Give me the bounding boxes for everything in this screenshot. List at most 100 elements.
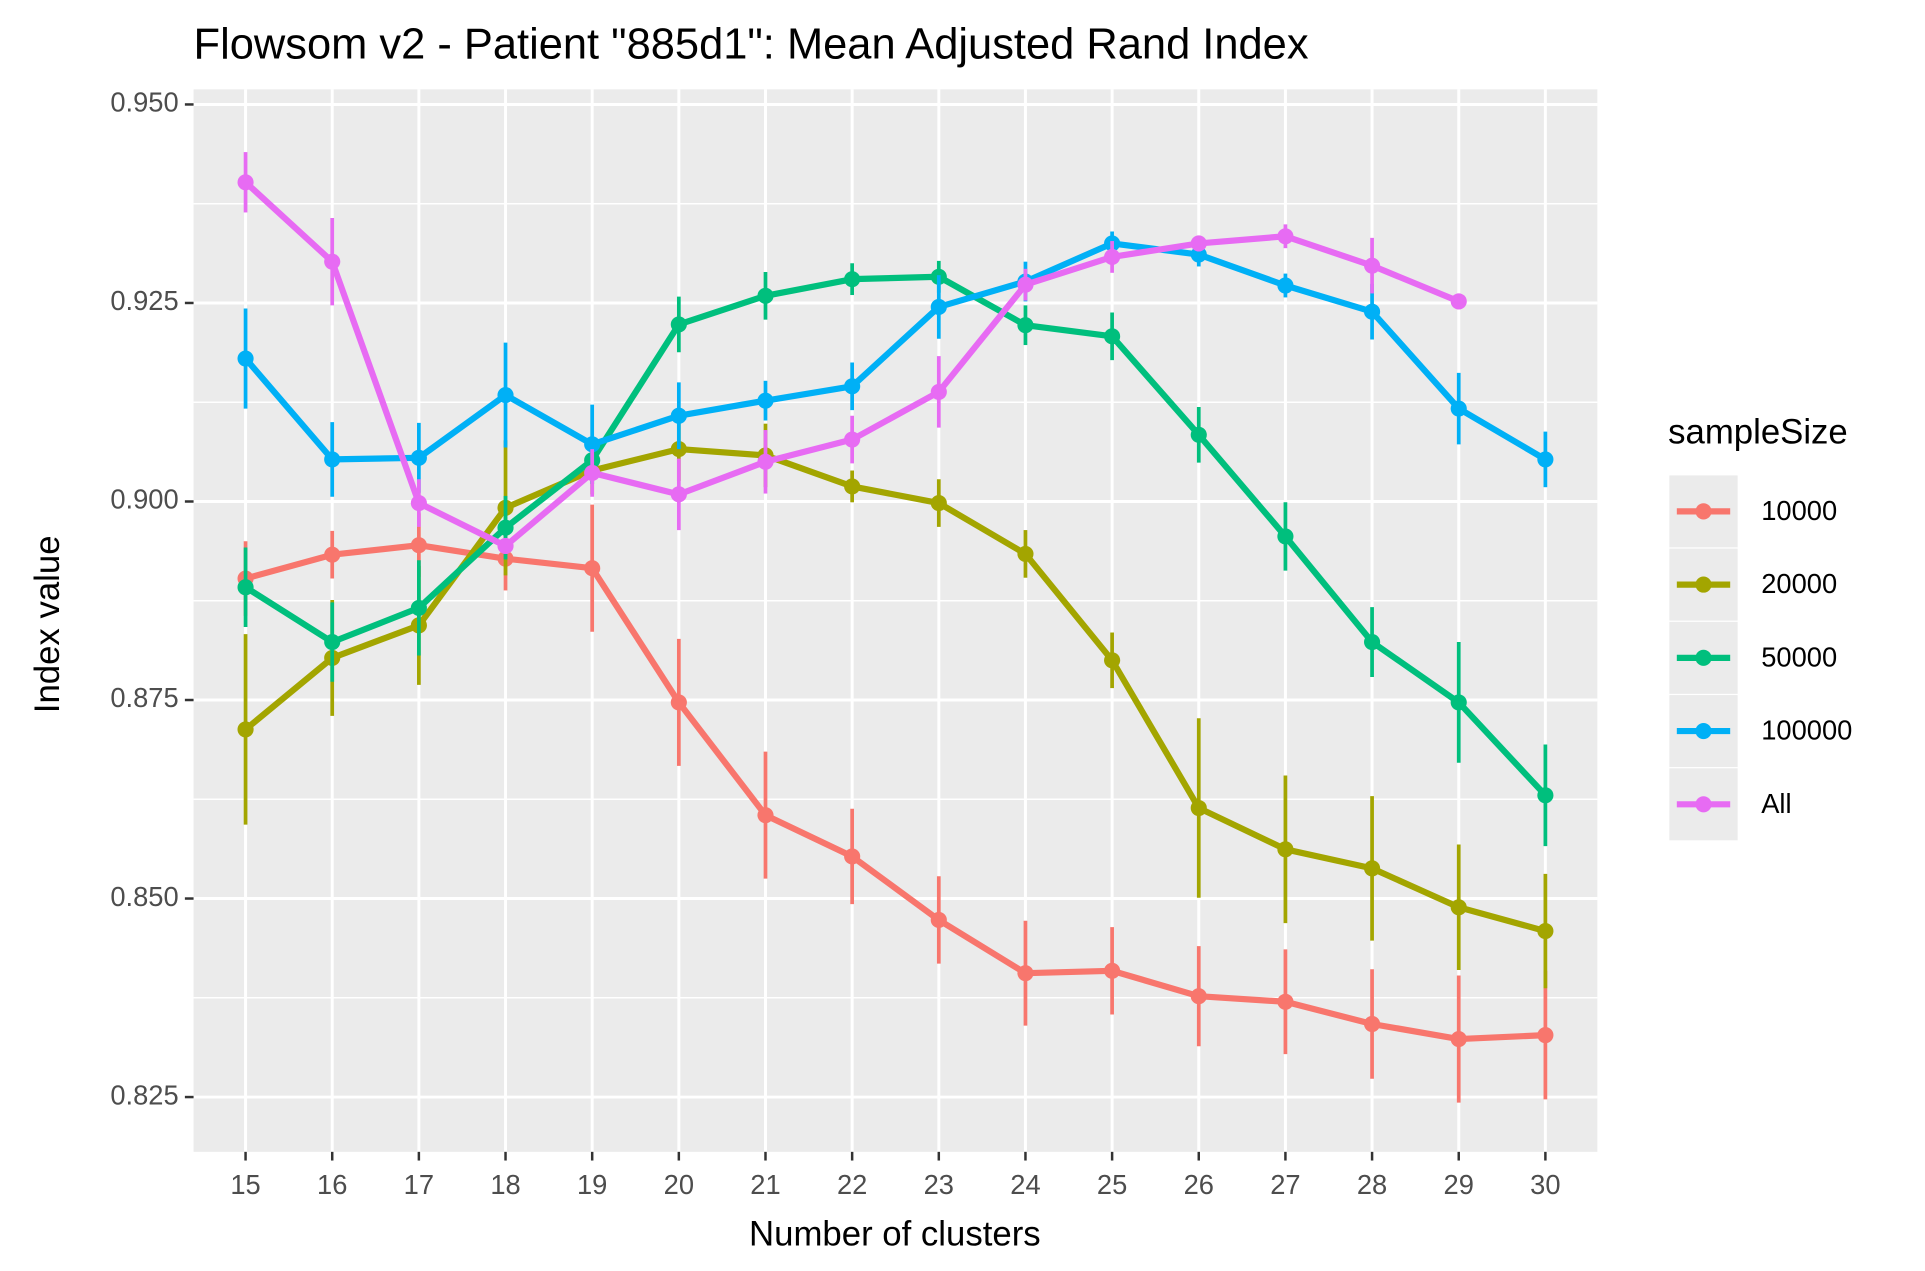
data-point (670, 694, 687, 711)
y-tick-label: 0.900 (110, 484, 178, 515)
x-tick-label: 28 (1357, 1169, 1387, 1200)
data-point (670, 486, 687, 503)
legend-key-point (1695, 723, 1712, 740)
data-point (584, 436, 601, 453)
x-tick-label: 18 (490, 1169, 520, 1200)
data-point (1017, 965, 1034, 982)
data-point (1104, 248, 1121, 265)
data-point (1190, 426, 1207, 443)
data-point (1364, 1015, 1381, 1033)
legend-key-point (1695, 649, 1712, 666)
data-point (757, 287, 774, 304)
data-point (237, 174, 254, 191)
data-point (497, 387, 514, 404)
data-point (410, 537, 427, 554)
x-tick-label: 30 (1530, 1169, 1560, 1200)
legend-label: 10000 (1761, 495, 1837, 526)
y-tick-label: 0.875 (110, 682, 178, 713)
data-point (1277, 228, 1294, 245)
legend-key-point (1695, 796, 1712, 813)
data-point (757, 453, 774, 470)
data-point (757, 392, 774, 409)
data-point (584, 560, 601, 577)
x-tick-label: 24 (1010, 1169, 1040, 1200)
data-point (410, 495, 427, 512)
data-point (1104, 328, 1121, 345)
data-point (1364, 860, 1381, 877)
data-point (844, 378, 861, 395)
x-tick-label: 19 (577, 1169, 607, 1200)
data-point (1450, 293, 1467, 310)
data-point (324, 546, 341, 563)
data-point (930, 911, 947, 929)
legend-label: 20000 (1761, 568, 1837, 599)
data-point (1537, 1027, 1554, 1044)
data-point (584, 464, 601, 481)
data-point (1450, 1031, 1467, 1048)
y-axis-title: Index value (29, 535, 67, 713)
data-point (1277, 528, 1294, 545)
series-line (243, 240, 1547, 463)
data-point (1537, 787, 1554, 804)
data-point (670, 316, 687, 333)
data-point (1277, 277, 1294, 294)
x-tick-label: 17 (404, 1169, 434, 1200)
x-tick-label: 25 (1097, 1169, 1127, 1200)
x-tick-label: 16 (317, 1169, 347, 1200)
data-point (757, 807, 774, 824)
data-point (1190, 799, 1207, 817)
data-point (844, 478, 861, 495)
data-point (324, 633, 341, 651)
data-point (237, 350, 254, 367)
data-point (1450, 694, 1467, 711)
data-point (1104, 962, 1121, 979)
series-line (243, 273, 1548, 798)
data-point (1190, 235, 1207, 252)
data-point (1017, 545, 1034, 562)
legend-label: 100000 (1761, 715, 1852, 746)
data-point (930, 298, 947, 316)
data-point (1364, 257, 1381, 274)
data-point (1017, 317, 1034, 334)
legend-title: sampleSize (1668, 414, 1848, 452)
data-point (1364, 633, 1381, 651)
x-tick-label: 15 (230, 1169, 260, 1200)
data-point (1450, 400, 1467, 417)
data-point (237, 721, 254, 738)
data-point (410, 599, 427, 616)
data-point (1017, 276, 1034, 293)
chart-title: Flowsom v2 - Patient "885d1": Mean Adjus… (194, 21, 1309, 69)
legend-label: 50000 (1761, 641, 1837, 672)
data-point (497, 519, 514, 536)
data-point (1364, 303, 1381, 320)
data-point (844, 848, 861, 865)
y-tick-label: 0.850 (110, 881, 178, 912)
series-line (244, 542, 1546, 1043)
data-point (1450, 899, 1467, 916)
data-point (670, 407, 687, 424)
plot-panel (193, 89, 1598, 1152)
data-point (844, 431, 861, 448)
data-point (1190, 246, 1207, 263)
legend-key-point (1695, 576, 1712, 593)
data-point (1277, 841, 1294, 858)
data-point (930, 495, 947, 512)
y-tick-label: 0.925 (110, 285, 178, 316)
data-point (1537, 451, 1554, 468)
data-point (1277, 993, 1294, 1010)
legend-label: All (1761, 788, 1791, 819)
data-point (324, 253, 341, 270)
data-point (1537, 923, 1554, 940)
data-point (237, 579, 254, 596)
data-point (930, 383, 947, 400)
x-tick-label: 23 (924, 1169, 954, 1200)
y-tick-label: 0.950 (110, 87, 178, 118)
x-tick-label: 22 (837, 1169, 867, 1200)
data-point (1190, 988, 1207, 1005)
x-tick-label: 26 (1184, 1169, 1214, 1200)
x-tick-label: 20 (664, 1169, 694, 1200)
data-point (844, 271, 861, 288)
x-tick-label: 29 (1444, 1169, 1474, 1200)
legend-key-point (1695, 503, 1712, 520)
